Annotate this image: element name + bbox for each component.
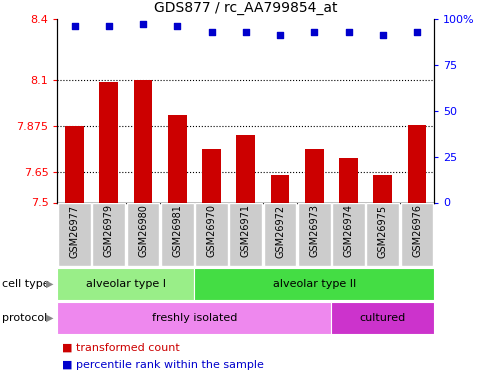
Text: GSM26976: GSM26976	[412, 204, 422, 257]
Text: GSM26979: GSM26979	[104, 204, 114, 257]
Text: alveolar type I: alveolar type I	[86, 279, 166, 289]
Bar	[230, 202, 262, 266]
Point	[70, 23, 78, 29]
Bar	[339, 158, 358, 203]
Text: cell type: cell type	[2, 279, 50, 289]
Bar	[195, 268, 434, 300]
Bar	[332, 202, 365, 266]
Text: ■ percentile rank within the sample: ■ percentile rank within the sample	[62, 360, 264, 370]
Bar	[57, 268, 195, 300]
Text: cultured: cultured	[360, 313, 406, 323]
Bar	[127, 202, 160, 266]
Point	[379, 32, 387, 38]
Bar	[373, 175, 392, 202]
Bar	[134, 80, 152, 203]
Bar	[366, 202, 399, 266]
Bar	[92, 202, 125, 266]
Point	[105, 23, 113, 29]
Text: GSM26970: GSM26970	[207, 204, 217, 257]
Point	[310, 28, 318, 34]
Text: GSM26980: GSM26980	[138, 204, 148, 257]
Bar	[298, 202, 331, 266]
Bar	[401, 202, 434, 266]
Text: GSM26977: GSM26977	[69, 204, 79, 258]
Text: alveolar type II: alveolar type II	[272, 279, 356, 289]
Point	[276, 32, 284, 38]
Text: GSM26974: GSM26974	[343, 204, 353, 257]
Bar	[202, 149, 221, 202]
Bar	[58, 202, 91, 266]
Bar	[263, 202, 296, 266]
Bar	[408, 125, 427, 202]
Point	[173, 23, 181, 29]
Text: GSM26973: GSM26973	[309, 204, 319, 257]
Bar	[305, 149, 324, 202]
Bar	[99, 82, 118, 203]
Point	[139, 21, 147, 27]
Bar	[195, 202, 228, 266]
Bar	[237, 135, 255, 202]
Text: freshly isolated: freshly isolated	[152, 313, 237, 323]
Bar	[65, 126, 84, 202]
Text: protocol: protocol	[2, 313, 48, 323]
Text: GSM26981: GSM26981	[172, 204, 182, 257]
Text: ■ transformed count: ■ transformed count	[62, 343, 180, 353]
Text: GSM26975: GSM26975	[378, 204, 388, 258]
Point	[242, 28, 250, 34]
Bar	[270, 175, 289, 202]
Bar	[161, 202, 194, 266]
Bar	[168, 115, 187, 202]
Title: GDS877 / rc_AA799854_at: GDS877 / rc_AA799854_at	[154, 1, 337, 15]
Point	[413, 28, 421, 34]
Text: GSM26972: GSM26972	[275, 204, 285, 258]
Point	[344, 28, 352, 34]
Text: ▶: ▶	[46, 313, 53, 323]
Text: ▶: ▶	[46, 279, 53, 289]
Bar	[331, 302, 434, 334]
Text: GSM26971: GSM26971	[241, 204, 251, 257]
Point	[208, 28, 216, 34]
Bar	[57, 302, 331, 334]
